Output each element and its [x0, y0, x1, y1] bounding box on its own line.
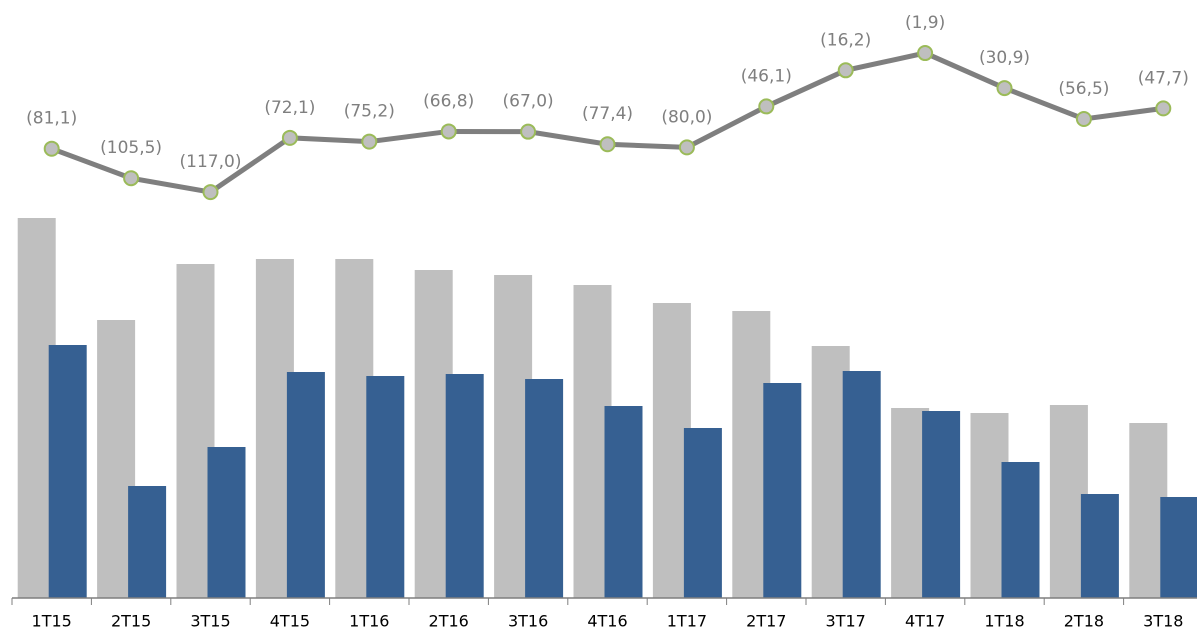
data-label: (80,0) — [661, 107, 712, 127]
x-tick-label: 1T15 — [32, 612, 72, 631]
x-tick-label: 1T16 — [349, 612, 389, 631]
bar — [1160, 497, 1197, 598]
line-marker — [43, 140, 60, 157]
line-marker — [202, 184, 219, 201]
bar — [207, 447, 246, 598]
bar — [842, 371, 881, 598]
bar — [286, 372, 325, 598]
data-label: (105,5) — [100, 138, 162, 158]
data-label: (56,5) — [1058, 79, 1109, 99]
line-marker — [281, 129, 298, 146]
x-tick-label: 2T15 — [111, 612, 151, 631]
line-marker — [758, 98, 775, 115]
line-marker — [520, 123, 537, 140]
data-label: (1,9) — [905, 13, 945, 33]
x-tick-label: 3T16 — [508, 612, 548, 631]
x-tick-label: 2T18 — [1064, 612, 1104, 631]
x-tick-label: 1T18 — [984, 612, 1024, 631]
x-tick-label: 4T16 — [587, 612, 627, 631]
data-label: (81,1) — [26, 109, 77, 129]
x-tick-label: 1T17 — [667, 612, 707, 631]
bar — [366, 376, 405, 598]
line-marker — [123, 170, 140, 187]
data-label: (47,7) — [1138, 68, 1189, 88]
x-tick-label: 4T15 — [270, 612, 310, 631]
bar — [922, 411, 961, 598]
data-label: (117,0) — [180, 152, 242, 172]
bar — [445, 374, 484, 598]
data-label: (30,9) — [979, 48, 1030, 68]
bar — [128, 486, 167, 598]
x-tick-label: 4T17 — [905, 612, 945, 631]
data-label: (72,1) — [264, 98, 315, 118]
bar — [763, 383, 802, 598]
data-label: (77,4) — [582, 104, 633, 124]
data-label: (46,1) — [741, 66, 792, 86]
x-tick-label: 2T16 — [429, 612, 469, 631]
bar — [1080, 494, 1119, 598]
line-marker — [361, 133, 378, 150]
bar — [683, 428, 722, 598]
data-label: (66,8) — [423, 91, 474, 111]
bar — [525, 379, 564, 598]
bar — [48, 345, 87, 598]
line-marker — [996, 80, 1013, 97]
x-tick-label: 2T17 — [746, 612, 786, 631]
line-marker — [1155, 100, 1172, 117]
line-marker — [678, 139, 695, 156]
line-marker — [1075, 110, 1092, 127]
x-tick-label: 3T17 — [826, 612, 866, 631]
x-tick-label: 3T15 — [190, 612, 230, 631]
line-marker — [917, 45, 934, 62]
bar — [604, 406, 643, 598]
x-tick-label: 3T18 — [1143, 612, 1183, 631]
bar — [1001, 462, 1040, 598]
line-marker — [599, 136, 616, 153]
data-label: (16,2) — [820, 30, 871, 50]
data-label: (67,0) — [503, 92, 554, 112]
line-marker — [837, 62, 854, 79]
data-label: (75,2) — [344, 102, 395, 122]
line-marker — [440, 123, 457, 140]
